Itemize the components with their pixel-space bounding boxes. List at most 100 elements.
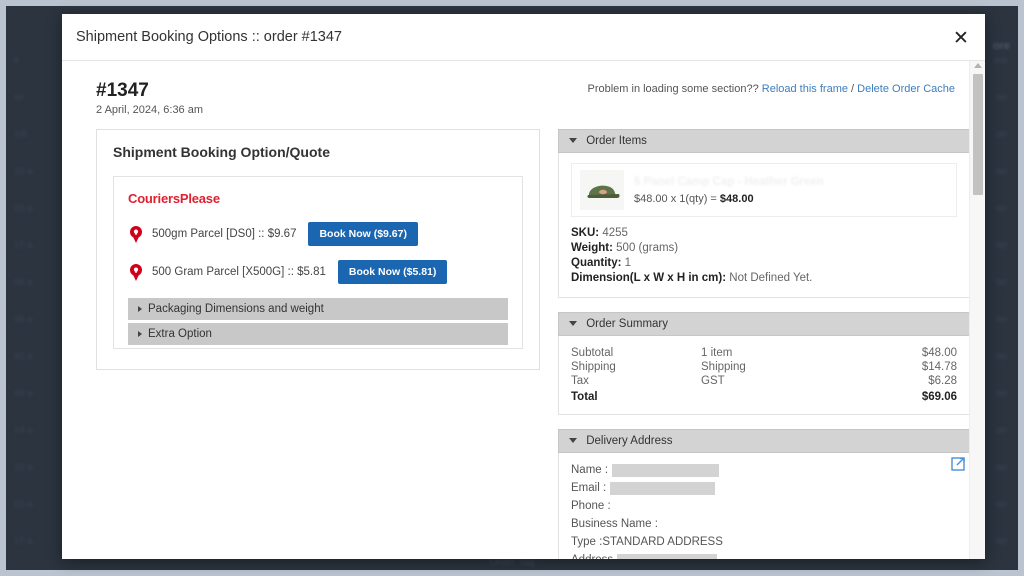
product-name: 5 Panel Camp Cap - Heather Green: [634, 175, 824, 188]
order-summary-total-row: Total $69.06: [571, 388, 957, 404]
left-column: Shipment Booking Option/Quote CouriersPl…: [96, 129, 540, 370]
background-ghost-row: ter: [996, 314, 1008, 324]
product-thumbnail: [580, 170, 624, 210]
product-unit-price: $48.00 x 1(qty) =: [634, 192, 720, 205]
order-items-header[interactable]: Order Items: [558, 129, 969, 153]
address-line: Email :: [571, 481, 957, 495]
background-ghost-row: s#: [14, 92, 25, 102]
order-item-meta-list: SKU: 4255 Weight: 500 (grams) Quantity: 1 D…: [571, 227, 957, 284]
rate-row: 500 Gram Parcel [X500G] :: $5.81 Book Now…: [128, 260, 508, 284]
close-icon[interactable]: ✕: [947, 24, 975, 52]
order-summary-row: Shipping Shipping $14.78: [571, 360, 957, 374]
summary-row-amount: $6.28: [928, 375, 957, 387]
chevron-right-icon: [138, 305, 142, 312]
book-now-button[interactable]: Book Now ($9.67): [308, 222, 418, 246]
order-item-meta-label: Dimension(L x W x H in cm):: [571, 272, 727, 284]
background-ghost-row: 20 a: [14, 499, 33, 509]
redacted-value: [612, 463, 720, 477]
book-now-button[interactable]: Book Now ($5.81): [337, 260, 448, 284]
order-date: 2 April, 2024, 6:36 am: [96, 103, 204, 116]
location-pin-icon: [128, 225, 144, 243]
order-summary-heading: Order Summary: [586, 318, 668, 330]
order-item-meta: SKU: 4255: [571, 227, 957, 239]
modal-header: Shipment Booking Options :: order #1347 …: [62, 14, 985, 61]
product-price-line: $48.00 x 1(qty) = $48.00: [634, 193, 948, 205]
order-item-meta-value: Not Defined Yet.: [726, 272, 813, 284]
order-summary-section: Order Summary Subtotal 1 item $48.00 Shippi…: [558, 312, 969, 415]
background-ghost-row: ore: [994, 55, 1008, 65]
scrollbar-thumb[interactable]: [973, 74, 983, 195]
edit-address-icon[interactable]: [951, 455, 967, 471]
order-summary-rows: Subtotal 1 item $48.00 Shipping Shipping $14.…: [571, 346, 957, 388]
background-ghost-row: 14 a: [14, 425, 33, 435]
order-number: #1347: [96, 80, 149, 101]
modal-scrollbar[interactable]: [969, 61, 985, 559]
modal-title: Shipment Booking Options :: order #1347: [76, 29, 342, 45]
background-ghost-row: 41 a: [14, 351, 33, 361]
delete-order-cache-link[interactable]: Delete Order Cache: [857, 83, 955, 95]
accordion-label: Extra Option: [148, 328, 212, 340]
address-line-label: Type :: [571, 536, 603, 548]
delivery-address-header[interactable]: Delivery Address: [558, 429, 969, 453]
background-ghost-row: 10 a: [14, 166, 33, 176]
background-ghost-row: 03 a: [14, 203, 33, 213]
background-ghost-row: 49 a: [14, 388, 33, 398]
background-ghost-more-label: ore: [992, 40, 1010, 52]
accordion-packaging-dimensions[interactable]: Packaging Dimensions and weight: [128, 298, 508, 320]
product-line-total: $48.00: [719, 192, 754, 205]
accordion-extra-option[interactable]: Extra Option: [128, 323, 508, 345]
background-ghost-bottom-label: Order Tag: [489, 557, 535, 568]
order-item-meta-label: Weight:: [571, 242, 613, 254]
rate-row: 500gm Parcel [DS0] :: $9.67 Book Now ($9.…: [128, 222, 508, 246]
order-items-body: 5 Panel Camp Cap - Heather Green $48.00 …: [558, 153, 969, 298]
order-items-section: Order Items: [558, 129, 969, 298]
chevron-down-icon: [569, 138, 577, 144]
background-ghost-row: 06 a: [14, 314, 33, 324]
redacted-value: [617, 553, 718, 559]
rates-list: 500gm Parcel [DS0] :: $9.67 Book Now ($9.…: [128, 222, 508, 284]
background-ghost-row: ter: [996, 129, 1008, 139]
order-summary-body: Subtotal 1 item $48.00 Shipping Shipping $14.…: [558, 336, 969, 415]
reload-notice: Problem in loading some section?? Reload…: [587, 83, 955, 95]
modal-columns: Shipment Booking Option/Quote CouriersPl…: [62, 117, 969, 559]
background-ghost-row: ter: [996, 203, 1008, 213]
summary-row-detail: GST: [701, 375, 725, 387]
address-line: Type : STANDARD ADDRESS: [571, 535, 957, 549]
background-ghost-row: e: [14, 55, 20, 65]
address-line: Address: [571, 553, 957, 559]
carrier-logo: CouriersPlease: [128, 191, 220, 206]
summary-row-label: Shipping: [571, 361, 616, 373]
summary-row-amount: $48.00: [921, 347, 957, 359]
delivery-address-body: Name : Email : Phone : Business Name : Type …: [558, 453, 969, 559]
order-summary-header[interactable]: Order Summary: [558, 312, 969, 336]
background-ghost-row: ter: [996, 351, 1008, 361]
location-pin-icon: [130, 264, 142, 281]
summary-row-label: Subtotal: [571, 347, 614, 359]
modal-scroll-area: #1347 2 April, 2024, 6:36 am Problem in …: [62, 61, 969, 559]
background-ghost-row: 17 a: [14, 536, 33, 546]
reload-notice-separator: /: [851, 83, 855, 95]
location-pin-icon: [130, 226, 142, 243]
order-item-meta-value: 500 (grams): [612, 242, 679, 254]
shipment-quote-panel: Shipment Booking Option/Quote CouriersPl…: [96, 129, 540, 370]
summary-row-detail: 1 item: [701, 347, 733, 359]
chevron-right-icon: [138, 330, 142, 337]
scroll-up-arrow-icon[interactable]: [974, 63, 982, 68]
order-summary-row: Subtotal 1 item $48.00: [571, 346, 957, 360]
right-column: Order Items: [558, 129, 969, 559]
carrier-quote-box: CouriersPlease 500gm Parcel [DS0] :: $9.…: [113, 176, 523, 349]
background-ghost-row: 14t: [14, 129, 28, 139]
total-amount: $69.06: [921, 391, 957, 403]
shipment-booking-modal: Shipment Booking Options :: order #1347 …: [62, 14, 985, 559]
address-line: Business Name :: [571, 517, 957, 531]
delivery-address-heading: Delivery Address: [586, 435, 673, 447]
order-items-heading: Order Items: [586, 135, 647, 147]
reload-frame-link[interactable]: Reload this frame: [761, 83, 848, 95]
summary-row-amount: $14.78: [921, 361, 957, 373]
modal-body: #1347 2 April, 2024, 6:36 am Problem in …: [62, 61, 985, 559]
address-line-label: Email :: [571, 482, 607, 494]
background-ghost-row: ter: [996, 462, 1008, 472]
chevron-down-icon: [569, 321, 577, 327]
location-pin-icon: [128, 263, 144, 281]
